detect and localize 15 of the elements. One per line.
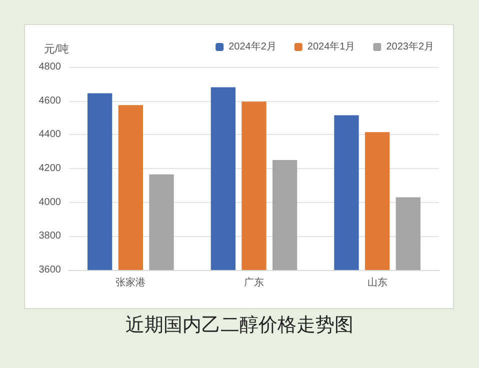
legend-label: 2024年2月	[228, 40, 276, 52]
y-tick-label: 4400	[38, 129, 62, 140]
y-tick-label: 4600	[38, 95, 62, 106]
x-tick-label: 山东	[367, 276, 388, 288]
y-tick-label: 3600	[38, 264, 62, 276]
text: 近期国内乙二醇价格走势图	[124, 313, 354, 338]
y-tick-label: 4800	[38, 62, 62, 72]
y-tick-label: 4200	[38, 163, 62, 174]
legend-label: 2024年1月	[307, 40, 356, 52]
x-tick-label: 广东	[244, 276, 264, 288]
x-tick-label: 张家港	[116, 276, 146, 288]
y-axis-title: 元/吨	[44, 42, 69, 56]
legend-label: 2023年2月	[386, 40, 434, 52]
y-tick-label: 4000	[38, 196, 62, 208]
y-tick-label: 3800	[38, 230, 62, 242]
